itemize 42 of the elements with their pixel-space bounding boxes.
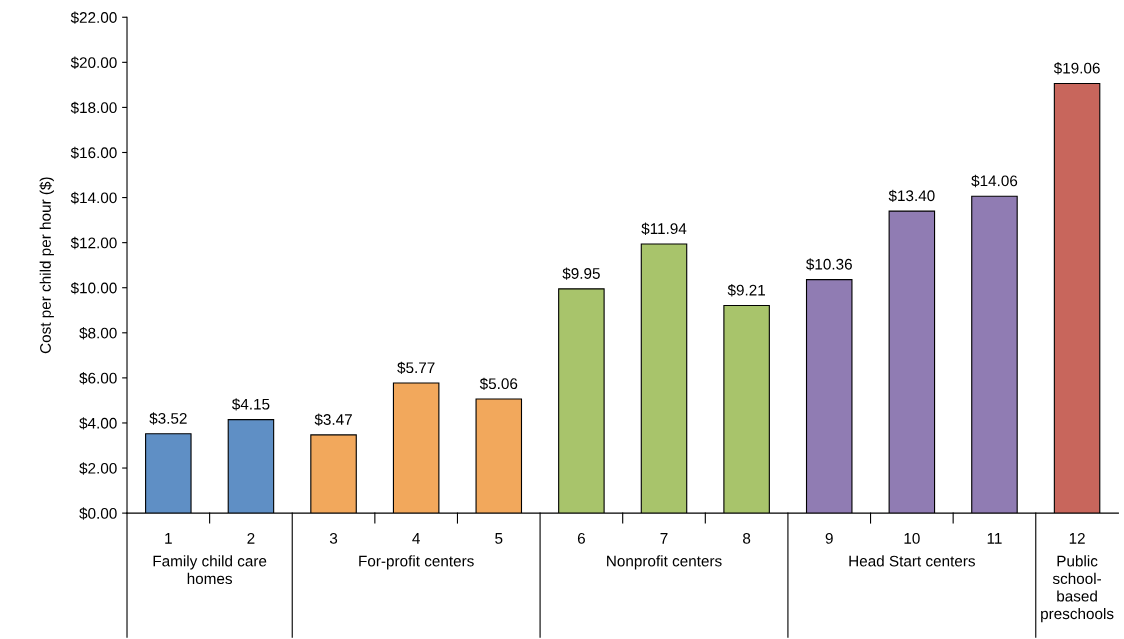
data-label: $11.94 [641,222,687,235]
text: Head Start centers [849,555,975,567]
y-tick-label: $0.00 [79,507,117,520]
y-tick-label: $20.00 [70,56,117,69]
data-label: $14.06 [971,174,1018,188]
x-tick-label: 1 [165,533,172,544]
x-tick-label: 4 [412,533,420,544]
data-label: $4.15 [231,398,270,411]
x-tick-label: 8 [743,532,751,544]
text: Nonprofit centers [607,555,722,570]
data-label: $19.06 [1053,62,1100,75]
x-tick-label: 9 [825,532,833,544]
data-label: $3.52 [149,412,187,425]
data-label: $5.77 [397,361,435,375]
y-tick-label: $10.00 [70,281,117,295]
data-label: $9.21 [727,284,765,297]
data-label: $5.06 [479,377,518,391]
text: For-profit centers [359,555,474,570]
data-label: $13.40 [888,189,935,203]
y-tick-label: $14.00 [70,191,117,205]
data-label: $3.47 [314,413,352,426]
x-tick-label: 7 [660,533,668,544]
y-tick-label: $12.00 [70,236,117,250]
y-axis-title: Cost per child per hour ($) [39,177,54,354]
y-tick-label: $4.00 [79,417,117,430]
x-tick-label: 11 [987,533,1002,544]
y-tick-label: $8.00 [79,327,117,340]
x-tick-label: 12 [1069,532,1085,544]
x-tick-label: 10 [904,532,920,544]
data-label: $9.95 [562,267,600,280]
data-label: $10.36 [806,258,852,271]
x-tick-label: 3 [329,532,338,544]
y-tick-label: $2.00 [79,462,117,475]
text: Public school- based preschools [1041,555,1114,623]
y-tick-label: $18.00 [70,101,117,115]
x-tick-label: 5 [495,533,503,544]
x-tick-label: 6 [577,532,585,544]
y-tick-label: $6.00 [79,372,117,385]
y-tick-label: $22.00 [70,11,117,24]
text: Family child care homes [153,555,267,585]
y-tick-label: $16.00 [70,146,117,160]
x-tick-label: 2 [247,532,255,544]
